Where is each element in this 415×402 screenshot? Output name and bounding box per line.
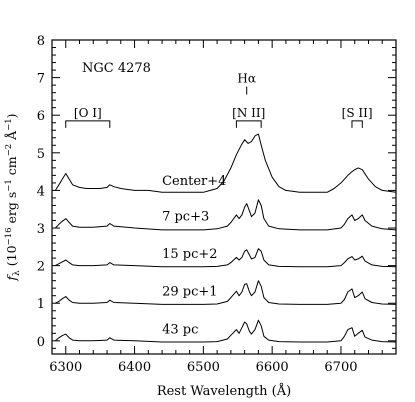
spectrum-line-4	[55, 319, 397, 343]
annotation-label-1: Hα	[237, 72, 256, 86]
x-tick-label: 6500	[187, 360, 220, 375]
spectrum-label-2: 15 pc+2	[162, 247, 217, 262]
spectrum-label-4: 43 pc	[162, 322, 198, 337]
line-annotations: [O I] Hα [N II] [S II]	[65, 72, 373, 128]
annotation-label-2: [N II]	[232, 106, 265, 120]
annotation-label-0: [O I]	[74, 106, 102, 120]
y-tick-label: 6	[37, 109, 45, 124]
plot-area: Center+4 7 pc+3 15 pc+2 29 pc+1 43 pc	[54, 133, 397, 343]
x-tick-label: 6600	[256, 360, 289, 375]
x-tick-label: 6700	[324, 360, 357, 375]
spectrum-label-1: 7 pc+3	[162, 210, 209, 225]
y-tick-label: 8	[37, 34, 45, 49]
spectrum-line-3	[55, 280, 397, 305]
spectrum-line-0	[54, 133, 397, 193]
axis-ticks: 6300 6400 6500 6600 6700 0 1 2 3 4 5 6 7 8	[37, 34, 396, 375]
y-tick-label: 7	[37, 72, 45, 87]
spectrum-line-1	[55, 199, 397, 231]
spectrum-label-0: Center+4	[162, 174, 226, 189]
annotation-bracket-2	[235, 120, 262, 128]
y-tick-label: 0	[37, 335, 45, 350]
y-axis-label: fλ (10−16 erg s−1 cm−2 Å−1)	[4, 113, 22, 281]
x-tick-label: 6300	[49, 360, 82, 375]
x-axis-label: Rest Wavelength (Å)	[157, 383, 291, 399]
spectrum-label-3: 29 pc+1	[162, 285, 217, 300]
x-tick-label: 6400	[118, 360, 151, 375]
y-tick-label: 1	[37, 297, 45, 312]
object-label: NGC 4278	[82, 61, 151, 76]
plot-frame	[51, 39, 397, 355]
annotation-bracket-0	[65, 120, 111, 128]
spectrum-line-2	[55, 248, 397, 268]
y-tick-label: 5	[37, 147, 45, 162]
y-tick-label: 2	[37, 260, 45, 275]
annotation-label-3: [S II]	[342, 106, 373, 120]
y-tick-label: 3	[37, 222, 45, 237]
y-tick-label: 4	[37, 184, 45, 199]
annotation-bracket-3	[351, 120, 363, 128]
